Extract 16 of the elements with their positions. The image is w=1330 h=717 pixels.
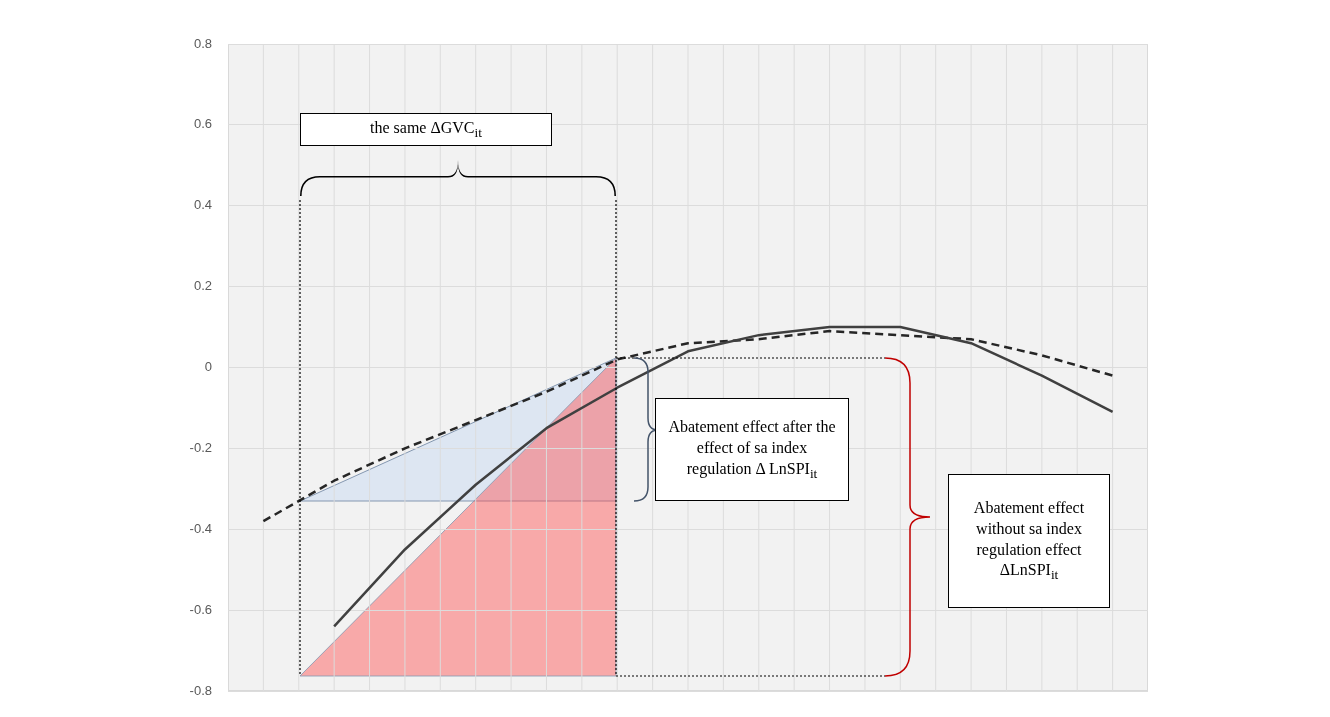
y-tick-label: -0.8 (189, 682, 212, 698)
annotation: Abatement effect after the effect of sa index regulation Δ LnSPI$_{it}$ (667, 416, 837, 483)
note-box: Abatement effect after the effect of sa index regulation Δ LnSPI$_{it}$ (655, 398, 849, 501)
y-tick-label: 0.4 (193, 197, 212, 213)
y-tick-label: -0.2 (189, 439, 212, 455)
y-tick-label: 0.2 (193, 278, 212, 294)
line-series (262, 329, 1114, 523)
y-tick-label: 0 (204, 359, 212, 375)
y-tick-label: 0.8 (193, 35, 212, 51)
annotation: the same ΔGVC$_{it}$ (370, 117, 482, 142)
y-tick-label: -0.6 (189, 601, 212, 617)
y-tick-label: -0.4 (189, 520, 212, 536)
annotation: Abatement effect without sa index regulation effect ΔLnSPI$_{it}$ (972, 498, 1086, 584)
y-tick-label: 0.6 (193, 116, 212, 132)
note-box: Abatement effect without sa index regulation effect ΔLnSPI$_{it}$ (948, 474, 1110, 608)
note-box: the same ΔGVC$_{it}$ (300, 113, 552, 146)
